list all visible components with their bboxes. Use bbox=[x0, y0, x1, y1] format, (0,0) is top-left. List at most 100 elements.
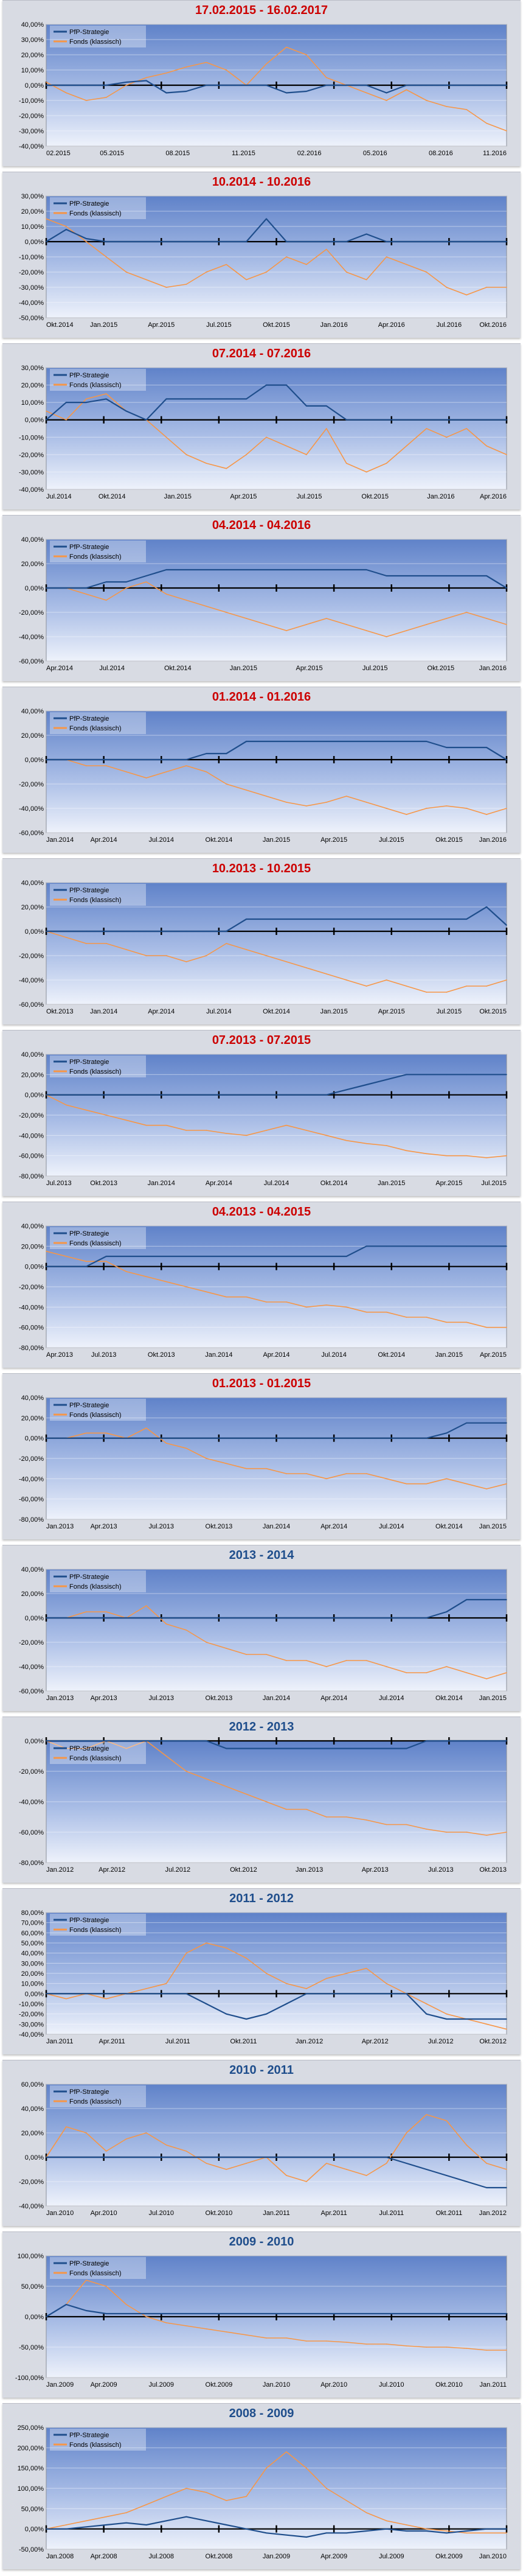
data-point bbox=[145, 1256, 147, 1257]
x-tick-label: Jan.2016 bbox=[479, 836, 507, 844]
data-point bbox=[46, 1993, 47, 1995]
y-tick-label: 20,00% bbox=[21, 208, 44, 215]
data-point bbox=[246, 949, 247, 950]
data-point bbox=[125, 85, 127, 86]
data-point bbox=[386, 463, 387, 464]
data-point bbox=[446, 2120, 448, 2121]
data-point bbox=[386, 1245, 387, 1247]
data-point bbox=[185, 454, 187, 455]
data-point bbox=[325, 1304, 327, 1306]
data-point bbox=[406, 445, 407, 447]
data-point bbox=[386, 2520, 387, 2522]
y-tick-label: 20,00% bbox=[21, 1970, 44, 1978]
data-point bbox=[365, 741, 367, 742]
x-tick-label: 11.2016 bbox=[483, 150, 507, 157]
y-tick-label: -60,00% bbox=[19, 830, 44, 837]
data-point bbox=[66, 229, 67, 230]
data-point bbox=[345, 919, 347, 920]
data-point bbox=[46, 218, 47, 220]
data-point bbox=[86, 1748, 87, 1749]
legend bbox=[50, 1742, 146, 1764]
data-point bbox=[426, 2003, 428, 2004]
y-tick-label: 0,00% bbox=[25, 1615, 44, 1622]
data-point bbox=[105, 759, 107, 760]
data-point bbox=[266, 624, 267, 625]
x-tick-label: Okt.2014 bbox=[435, 1523, 463, 1530]
data-point bbox=[226, 931, 227, 932]
data-point bbox=[46, 410, 47, 412]
data-point bbox=[66, 759, 67, 760]
x-tick-label: Apr.2014 bbox=[263, 1351, 289, 1359]
data-point bbox=[185, 1629, 187, 1631]
data-point bbox=[306, 1437, 307, 1439]
data-point bbox=[365, 2157, 367, 2158]
data-point bbox=[365, 1473, 367, 1474]
x-tick-label: Jul.2009 bbox=[379, 2553, 404, 2560]
data-point bbox=[145, 1988, 147, 1989]
data-point bbox=[306, 1617, 307, 1619]
y-tick-label: -50,00% bbox=[19, 315, 44, 322]
data-point bbox=[185, 1437, 187, 1439]
data-point bbox=[406, 264, 407, 265]
data-point bbox=[306, 54, 307, 55]
x-tick-label: Okt.2015 bbox=[361, 493, 389, 500]
data-point bbox=[446, 1832, 448, 1833]
data-point bbox=[386, 1666, 387, 1667]
data-point bbox=[406, 1617, 407, 1619]
series-fonds-line bbox=[46, 931, 507, 993]
y-tick-label: 30,00% bbox=[21, 1960, 44, 1967]
data-point bbox=[105, 1432, 107, 1434]
data-point bbox=[165, 1124, 167, 1126]
data-point bbox=[426, 1740, 428, 1741]
plot-area bbox=[46, 195, 507, 318]
x-tick-label: Okt.2009 bbox=[206, 2381, 233, 2389]
line-chart: 2010 - 2011 -40,00% -20,00% 0,00% 20,00% 40,0… bbox=[19, 2063, 508, 2217]
data-point bbox=[466, 2530, 467, 2532]
data-point bbox=[486, 2350, 487, 2351]
x-tick-label: Jul.2013 bbox=[91, 1351, 117, 1359]
data-point bbox=[266, 2157, 267, 2158]
y-tick-label: 20,00% bbox=[21, 1071, 44, 1079]
x-tick-label: Okt.2014 bbox=[263, 1008, 290, 1015]
data-point bbox=[246, 2018, 247, 2020]
y-tick-label: 150,00% bbox=[18, 2465, 44, 2473]
data-point bbox=[165, 955, 167, 956]
data-point bbox=[365, 2343, 367, 2345]
data-point bbox=[286, 919, 287, 920]
legend-label: PfP-Strategie bbox=[69, 2088, 109, 2096]
x-tick-label: Jan.2009 bbox=[263, 2553, 290, 2560]
data-point bbox=[466, 428, 467, 429]
data-point bbox=[325, 241, 327, 242]
legend-label: Fonds (klassisch) bbox=[69, 1412, 122, 1419]
data-point bbox=[466, 575, 467, 576]
data-point bbox=[46, 2157, 47, 2158]
data-point bbox=[406, 1748, 407, 1749]
data-point bbox=[306, 2467, 307, 2469]
data-point bbox=[125, 1437, 127, 1439]
data-point bbox=[466, 1422, 467, 1424]
x-tick-label: Jan.2012 bbox=[46, 1866, 74, 1874]
data-point bbox=[206, 1256, 207, 1257]
data-point bbox=[365, 802, 367, 803]
data-point bbox=[145, 2504, 147, 2505]
data-point bbox=[206, 2003, 207, 2004]
data-point bbox=[446, 805, 448, 807]
data-point bbox=[486, 2532, 487, 2534]
data-point bbox=[266, 955, 267, 956]
data-point bbox=[406, 1074, 407, 1076]
x-tick-label: Apr.2015 bbox=[378, 1008, 405, 1015]
y-tick-label: -20,00% bbox=[19, 1455, 44, 1463]
y-tick-label: -80,00% bbox=[19, 1860, 44, 1867]
data-point bbox=[246, 1437, 247, 1439]
data-point bbox=[185, 1617, 187, 1619]
data-point bbox=[345, 1617, 347, 1619]
x-tick-label: Jan.2011 bbox=[480, 2381, 507, 2389]
x-tick-label: Okt.2015 bbox=[479, 1008, 507, 1015]
chart-title: 2011 - 2012 bbox=[229, 1892, 294, 1905]
data-point bbox=[286, 741, 287, 742]
data-point bbox=[486, 1488, 487, 1489]
data-point bbox=[486, 419, 487, 421]
data-point bbox=[165, 771, 167, 772]
data-point bbox=[206, 398, 207, 400]
data-point bbox=[105, 1993, 107, 1995]
